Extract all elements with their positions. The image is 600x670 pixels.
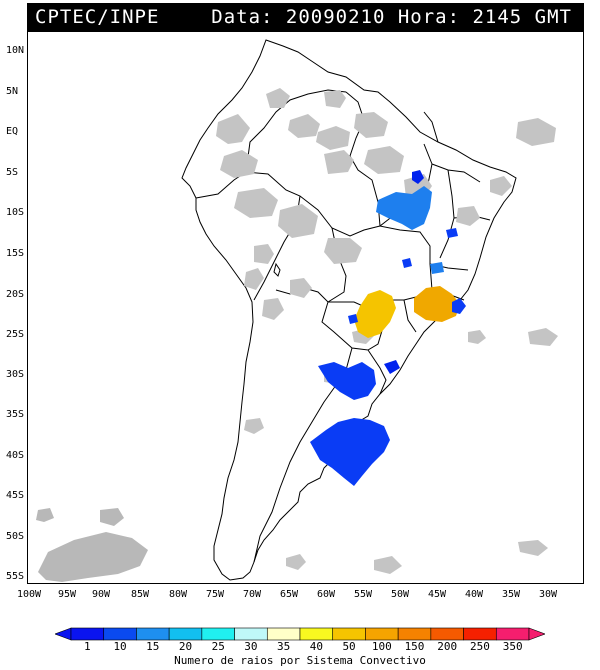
colorbar-strip	[54, 627, 546, 641]
map-frame	[27, 31, 584, 584]
colorbar-swatch	[201, 627, 235, 641]
lat-label: 10N	[6, 45, 25, 56]
colorbar-tick-label: 350	[502, 640, 523, 653]
lat-label: 20S	[6, 289, 25, 300]
lat-label: 45S	[6, 490, 25, 501]
colorbar-swatch	[430, 627, 464, 641]
lon-label: 65W	[280, 589, 299, 600]
colorbar-tick-label: 100	[371, 640, 392, 653]
colorbar-tick-label: 35	[277, 640, 291, 653]
colorbar-tick-label: 1	[84, 640, 91, 653]
colorbar-swatch	[266, 627, 301, 641]
colorbar-tick-label: 10	[113, 640, 127, 653]
convective-systems	[310, 170, 466, 486]
cloud-cover	[216, 88, 558, 574]
south-america-coastline	[181, 39, 517, 581]
map-canvas	[36, 39, 558, 582]
storm-orange-se	[414, 286, 460, 322]
lon-label: 50W	[391, 589, 410, 600]
colorbar-swatch	[70, 627, 105, 641]
colorbar: 1 10 15 20 25 30 35 40 50 100 150 200 250 350 Numero …	[54, 626, 546, 670]
lat-label: 50S	[6, 531, 25, 542]
lon-label: 75W	[206, 589, 225, 600]
lon-label: 70W	[243, 589, 262, 600]
colorbar-tick-label: 20	[178, 640, 193, 653]
colorbar-swatch	[103, 627, 137, 641]
date-time-stamp: Data: 20090210 Hora: 2145 GMT	[211, 6, 572, 28]
storm-blue-dark-ne	[412, 170, 424, 184]
colorbar-swatch	[463, 627, 497, 641]
storm-blue-small-c	[430, 262, 444, 274]
lon-label: 85W	[131, 589, 150, 600]
storm-blue-uruguay	[318, 362, 376, 400]
lat-label: 15S	[6, 248, 25, 259]
storm-blue-mid-north	[376, 186, 432, 230]
lon-label: 100W	[17, 589, 42, 600]
colorbar-tick-label: 150	[404, 640, 425, 653]
lat-label: 5S	[6, 167, 19, 178]
storm-orange-sw	[354, 290, 396, 338]
colorbar-swatch	[365, 627, 399, 641]
colorbar-swatch	[168, 627, 203, 641]
colorbar-tick-label: 50	[342, 640, 356, 653]
storm-blue-small-b	[402, 258, 412, 268]
storm-blue-dark-sc	[384, 360, 400, 374]
colorbar-swatch	[332, 627, 366, 641]
lon-label: 35W	[502, 589, 521, 600]
lon-label: 90W	[92, 589, 111, 600]
colorbar-tick-label: 30	[244, 640, 258, 653]
colorbar-tick-label: 25	[211, 640, 225, 653]
lon-label: 30W	[539, 589, 558, 600]
colorbar-swatch	[299, 627, 334, 641]
lat-label: 5N	[6, 86, 19, 97]
colorbar-tick-label: 200	[437, 640, 458, 653]
storm-blue-coast	[452, 298, 466, 314]
cloud-cover-patagonia	[36, 508, 148, 582]
header-bar: CPTEC/INPE Data: 20090210 Hora: 2145 GMT	[27, 3, 584, 31]
colorbar-swatch	[136, 627, 170, 641]
colorbar-arrow-left	[54, 627, 72, 641]
storm-blue-small-a	[446, 228, 458, 238]
lon-label: 95W	[58, 589, 77, 600]
colorbar-swatch	[397, 627, 432, 641]
lat-label: EQ	[6, 126, 19, 137]
storm-blue-small-d	[348, 314, 358, 324]
colorbar-swatch	[234, 627, 268, 641]
lat-label: 35S	[6, 409, 25, 420]
storm-blue-argentina	[310, 418, 390, 486]
colorbar-tick-label: 250	[469, 640, 490, 653]
lat-label: 40S	[6, 450, 25, 461]
colorbar-title: Numero de raios por Sistema Convectivo	[174, 654, 426, 667]
agency-title: CPTEC/INPE	[35, 6, 160, 28]
lat-label: 10S	[6, 207, 25, 218]
lat-label: 30S	[6, 369, 25, 380]
colorbar-tick-label: 15	[146, 640, 160, 653]
colorbar-arrow-right	[528, 627, 546, 641]
lon-label: 40W	[465, 589, 484, 600]
lon-label: 45W	[428, 589, 447, 600]
lat-label: 25S	[6, 329, 25, 340]
lon-label: 55W	[354, 589, 373, 600]
lon-label: 60W	[317, 589, 336, 600]
colorbar-tick-label: 40	[309, 640, 323, 653]
lake-titicaca	[273, 262, 281, 277]
lat-label: 55S	[6, 571, 25, 582]
colorbar-swatch	[495, 627, 530, 641]
lon-label: 80W	[169, 589, 188, 600]
